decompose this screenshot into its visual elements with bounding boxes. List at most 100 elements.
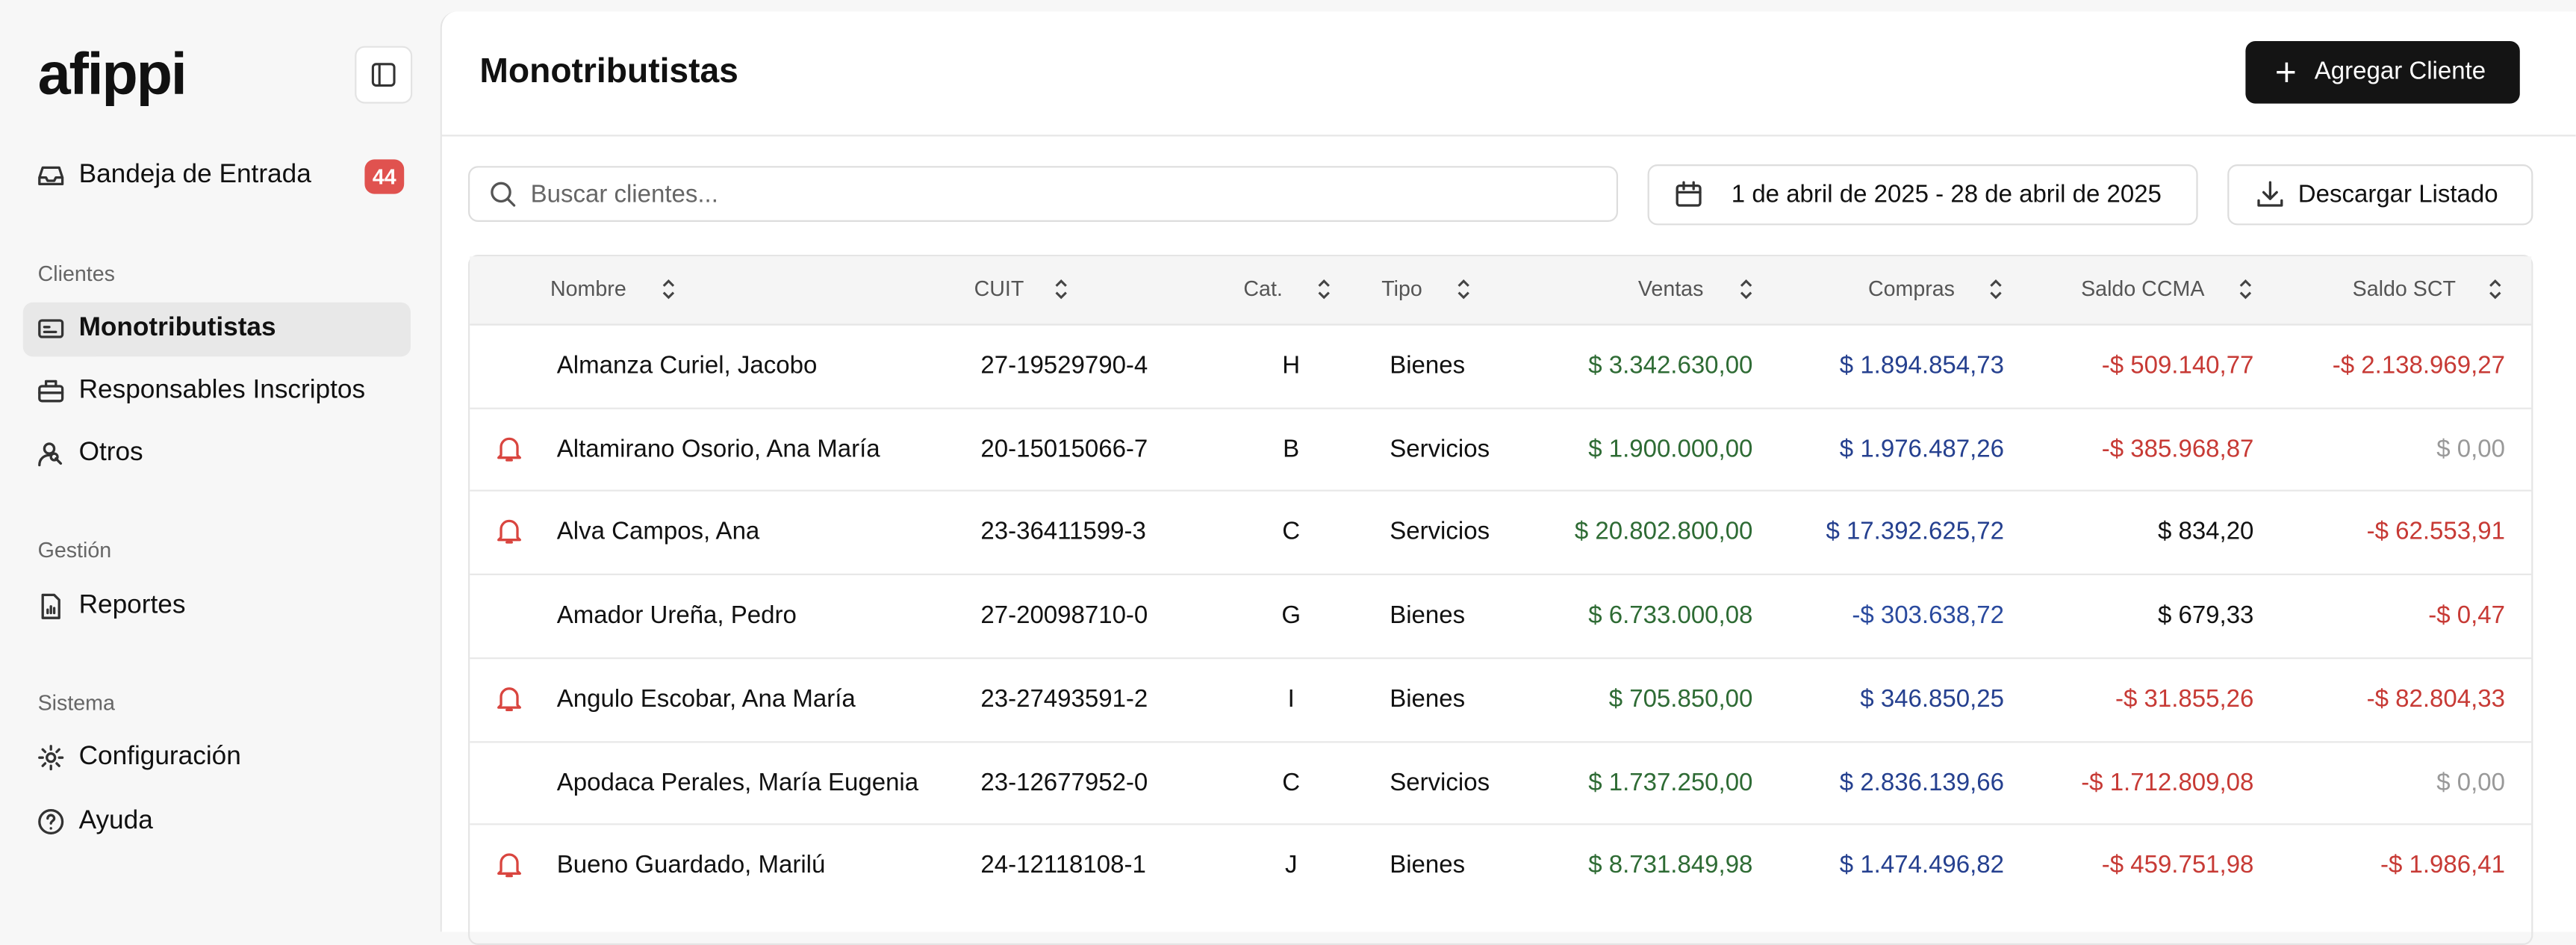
column-header: Nombre xyxy=(550,276,626,301)
table-cell: Bienes xyxy=(1390,684,1466,713)
nav-item[interactable]: Reportes xyxy=(78,592,186,620)
download-label: Descargar Listado xyxy=(2297,181,2498,209)
nav-item[interactable]: Ayuda xyxy=(78,807,153,835)
table-cell: -$ 1.986,41 xyxy=(2380,852,2505,880)
alert-bell xyxy=(494,684,524,713)
table-cell: $ 20.802.800,00 xyxy=(1574,518,1753,547)
table-cell: 27-20098710-0 xyxy=(980,601,1148,630)
table-cell: $ 8.731.849,98 xyxy=(1588,852,1753,880)
nav-item[interactable]: Otros xyxy=(78,439,143,467)
column-header: Saldo CCMA xyxy=(2081,276,2205,301)
download-button[interactable] xyxy=(2227,164,2533,226)
search-placeholder: Buscar clientes... xyxy=(530,181,718,209)
row-divider xyxy=(470,657,2532,659)
nav-icon xyxy=(36,314,66,344)
table-cell: -$ 82.804,33 xyxy=(2366,684,2505,713)
row-divider xyxy=(470,490,2532,492)
date-button[interactable] xyxy=(1647,164,2198,226)
table-cell: $ 1.737.250,00 xyxy=(1588,768,1753,796)
sort-icon[interactable] xyxy=(1314,276,1334,303)
nav-item[interactable]: Bandeja de Entrada xyxy=(78,161,311,189)
table-cell: -$ 459.751,98 xyxy=(2101,852,2254,880)
nav-item[interactable]: Monotributistas xyxy=(78,314,276,342)
column-header: Tipo xyxy=(1381,276,1422,301)
table-cell: B xyxy=(1283,435,1300,463)
table-cell: Bienes xyxy=(1390,351,1466,380)
nav-icon xyxy=(36,807,66,837)
table-cell: C xyxy=(1282,518,1301,547)
table-cell: Apodaca Perales, María Eugenia xyxy=(556,768,919,796)
table-cell: $ 346.850,25 xyxy=(1860,684,2004,713)
table-cell: J xyxy=(1284,852,1298,880)
sort-icon[interactable] xyxy=(1454,276,1473,303)
sort-icon[interactable] xyxy=(1051,276,1071,303)
nav-icon xyxy=(36,439,66,468)
add-client-button[interactable] xyxy=(2245,41,2520,104)
column-header: Compras xyxy=(1867,276,1955,301)
table-cell: Bienes xyxy=(1390,852,1466,880)
calendar-icon xyxy=(1674,179,1704,209)
alert-bell xyxy=(494,433,524,463)
download-icon xyxy=(2256,179,2286,209)
table-cell: Servicios xyxy=(1390,518,1490,547)
sort-icon[interactable] xyxy=(1736,276,1755,303)
page-title: Monotributistas xyxy=(479,52,738,90)
table-cell: $ 834,20 xyxy=(2157,518,2254,547)
date-range: 1 de abril de 2025 - 28 de abril de 2025 xyxy=(1731,181,2162,209)
section-label: Clientes xyxy=(37,261,115,286)
row-divider xyxy=(470,823,2532,825)
table-cell: I xyxy=(1287,684,1295,713)
nav-item[interactable]: Configuración xyxy=(78,743,241,771)
section-label: Gestión xyxy=(37,537,112,563)
table-cell: -$ 62.553,91 xyxy=(2366,518,2505,547)
search-icon xyxy=(488,179,517,209)
table-header-bg xyxy=(470,256,2532,326)
column-header: CUIT xyxy=(974,276,1024,301)
table-cell: $ 0,00 xyxy=(2436,768,2505,796)
table-cell: G xyxy=(1281,601,1301,630)
table-cell: 20-15015066-7 xyxy=(980,435,1148,463)
alert-bell xyxy=(494,850,524,880)
table-cell: -$ 31.855,26 xyxy=(2115,684,2254,713)
table-cell: Altamirano Osorio, Ana María xyxy=(556,435,880,463)
sort-icon[interactable] xyxy=(659,276,678,303)
table-cell: 23-12677952-0 xyxy=(980,768,1148,796)
table-cell: Bienes xyxy=(1390,601,1466,630)
sort-icon[interactable] xyxy=(1986,276,2006,303)
row-divider xyxy=(470,740,2532,743)
table-cell: Servicios xyxy=(1390,768,1490,796)
sort-icon[interactable] xyxy=(2486,276,2505,303)
logo: afippi xyxy=(37,39,187,107)
section-label: Sistema xyxy=(37,690,115,715)
table-cell: Angulo Escobar, Ana María xyxy=(556,684,856,713)
table-cell: Almanza Curiel, Jacobo xyxy=(556,351,818,380)
inbox-icon xyxy=(36,161,66,191)
table-cell: $ 0,00 xyxy=(2436,435,2505,463)
collapse-button[interactable] xyxy=(355,46,413,104)
alert-bell xyxy=(494,517,524,547)
table-cell: -$ 303.638,72 xyxy=(1852,601,2004,630)
table-cell: $ 679,33 xyxy=(2157,601,2254,630)
table-cell: 24-12118108-1 xyxy=(980,852,1146,880)
table-cell: Servicios xyxy=(1390,435,1490,463)
nav-item[interactable]: Responsables Inscriptos xyxy=(78,376,366,405)
table-cell: $ 6.733.000,08 xyxy=(1588,601,1753,630)
table-cell: 23-27493591-2 xyxy=(980,684,1148,713)
search-box[interactable] xyxy=(468,166,1618,222)
table-cell: -$ 0,47 xyxy=(2428,601,2505,630)
nav-icon xyxy=(36,377,66,406)
sort-icon[interactable] xyxy=(2236,276,2255,303)
table-cell: $ 17.392.625,72 xyxy=(1826,518,2004,547)
row-divider xyxy=(470,406,2532,409)
table-cell: $ 3.342.630,00 xyxy=(1588,351,1753,380)
table-cell: $ 1.894.854,73 xyxy=(1839,351,2004,380)
header-divider xyxy=(441,134,2576,137)
table-cell: -$ 509.140,77 xyxy=(2101,351,2254,380)
table-cell: 23-36411599-3 xyxy=(980,518,1146,547)
table-cell: Alva Campos, Ana xyxy=(556,518,760,547)
table-cell: H xyxy=(1282,351,1301,380)
app: afippi Bandeja de Entrada 44 Clientes Monotr… xyxy=(22,11,2576,945)
table-cell: $ 1.900.000,00 xyxy=(1588,435,1753,463)
table-cell: C xyxy=(1282,768,1301,796)
column-header: Ventas xyxy=(1637,276,1704,301)
